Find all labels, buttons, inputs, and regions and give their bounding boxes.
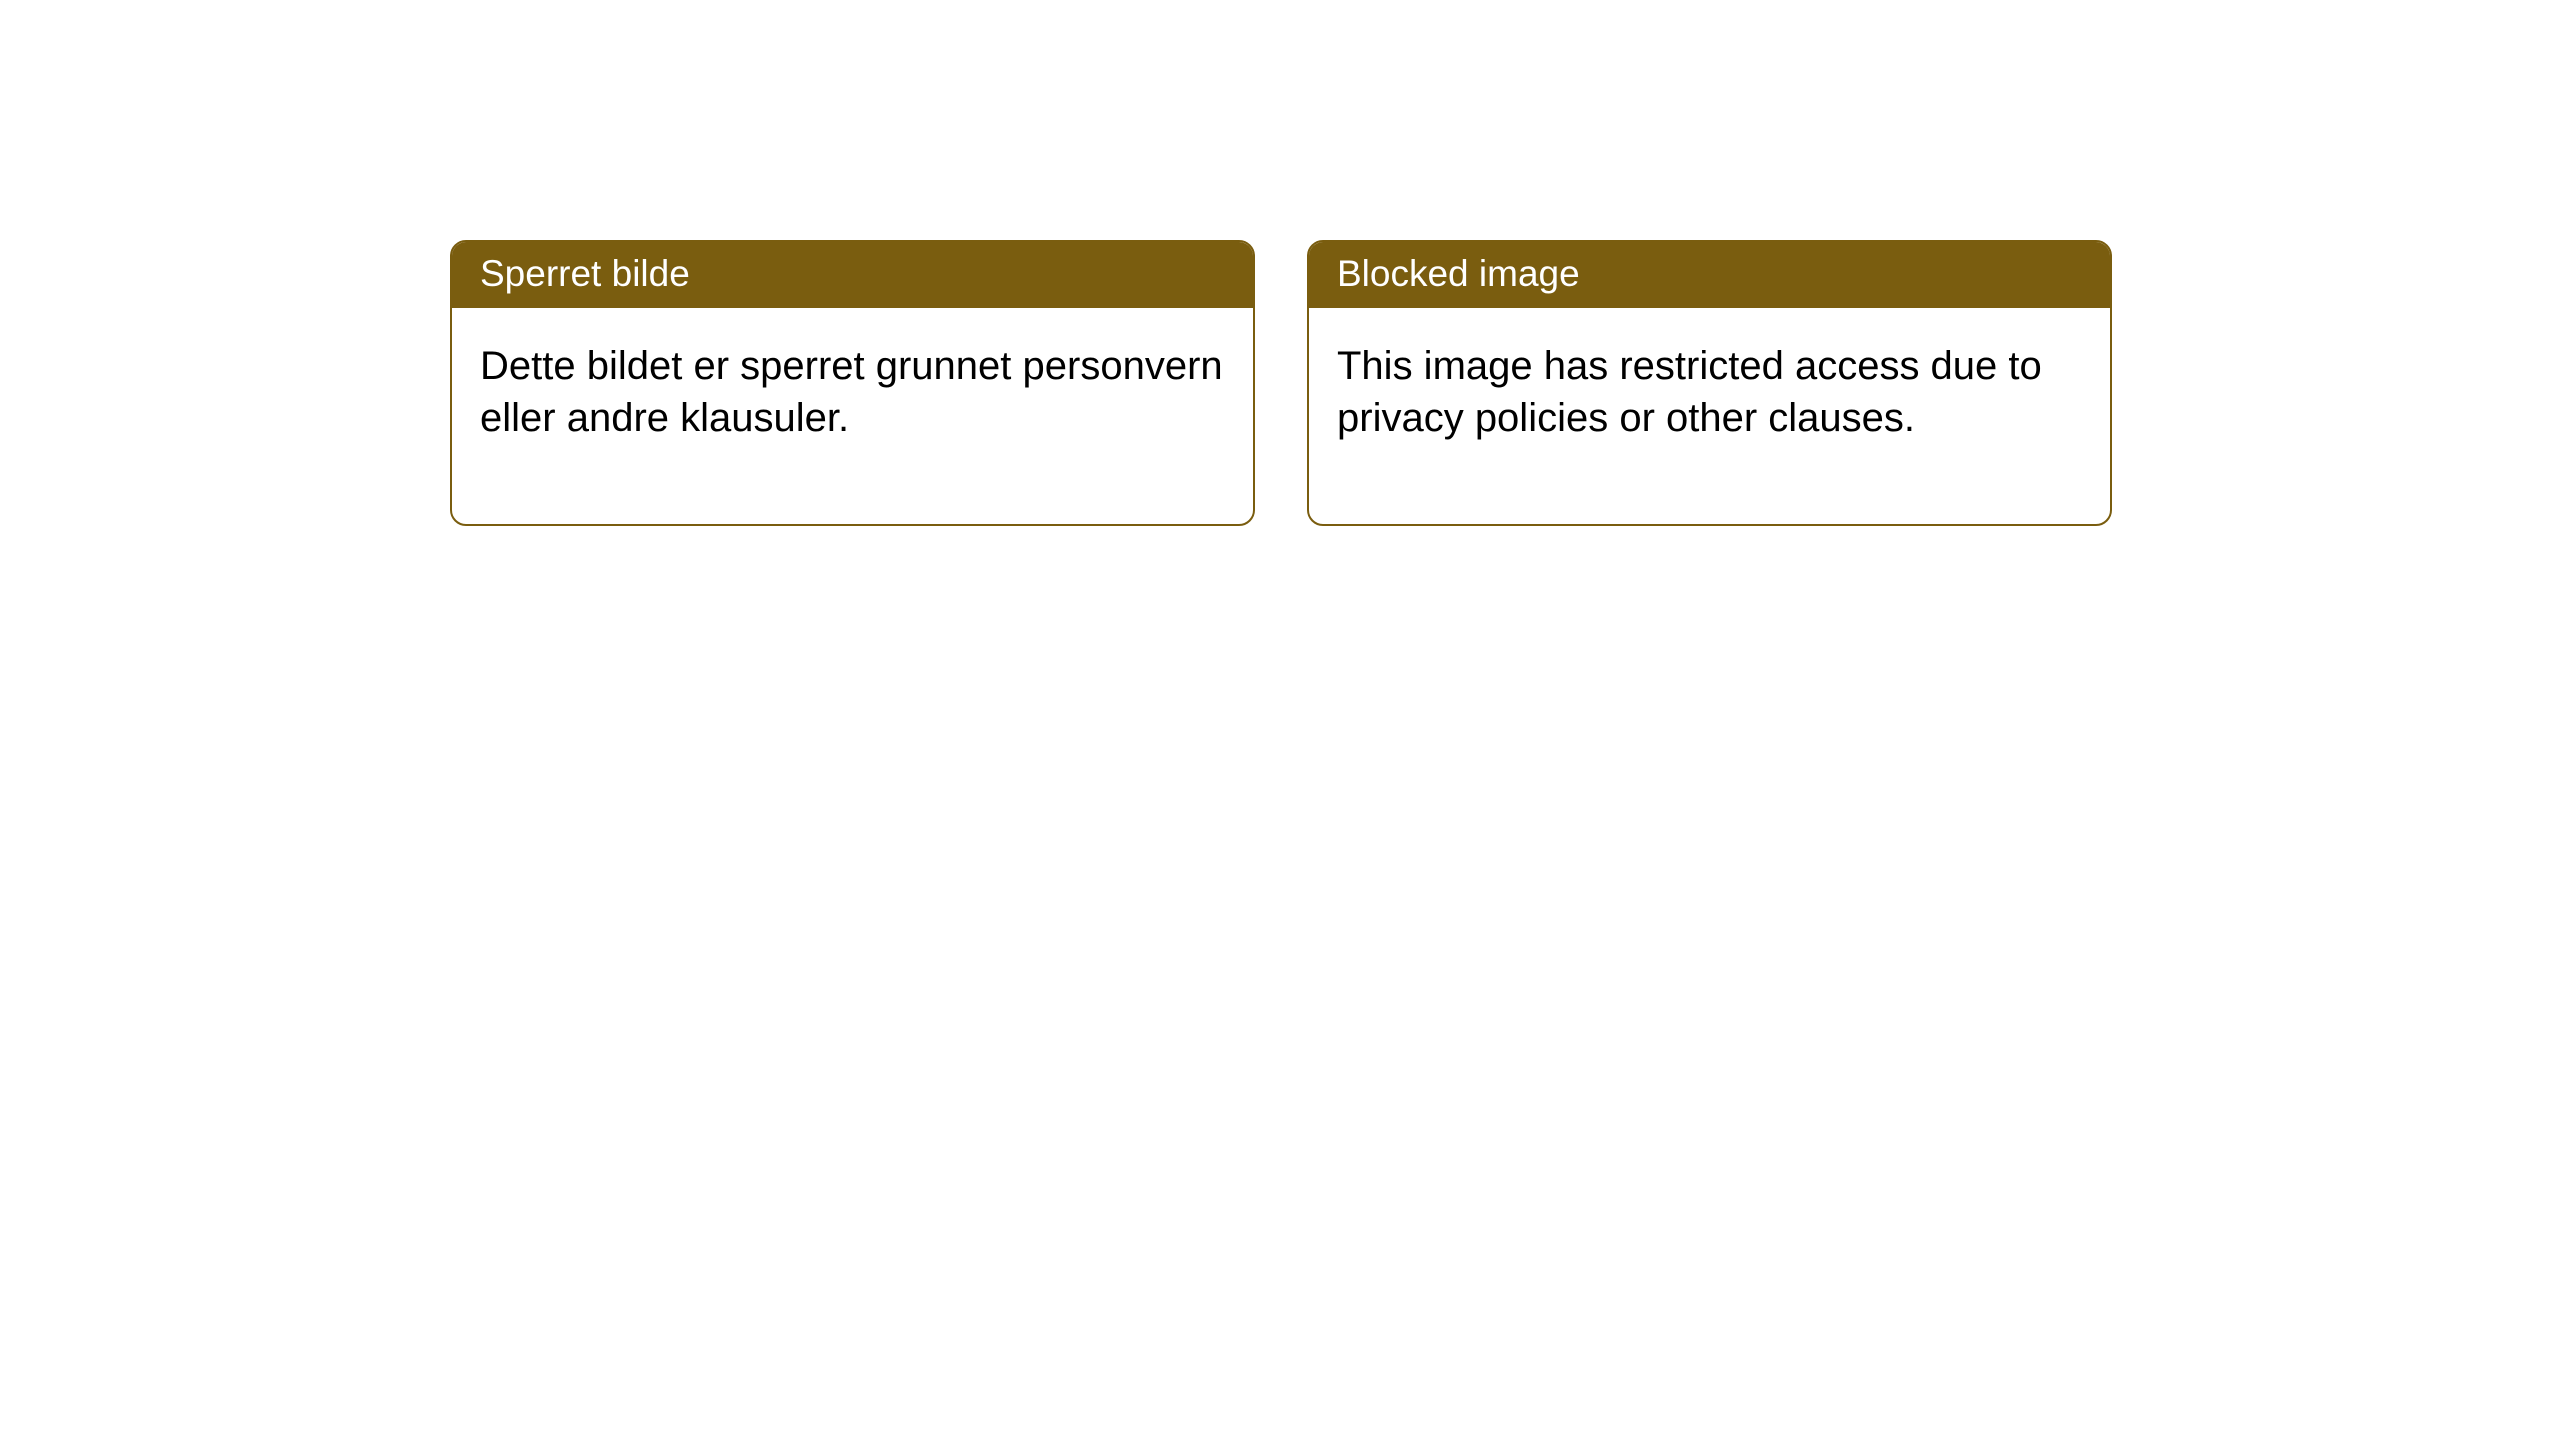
notice-body: This image has restricted access due to …	[1309, 308, 2110, 524]
notice-header: Blocked image	[1309, 242, 2110, 308]
notice-card-english: Blocked image This image has restricted …	[1307, 240, 2112, 526]
notice-header: Sperret bilde	[452, 242, 1253, 308]
notice-cards-container: Sperret bilde Dette bildet er sperret gr…	[0, 0, 2560, 526]
notice-card-norwegian: Sperret bilde Dette bildet er sperret gr…	[450, 240, 1255, 526]
notice-body: Dette bildet er sperret grunnet personve…	[452, 308, 1253, 524]
